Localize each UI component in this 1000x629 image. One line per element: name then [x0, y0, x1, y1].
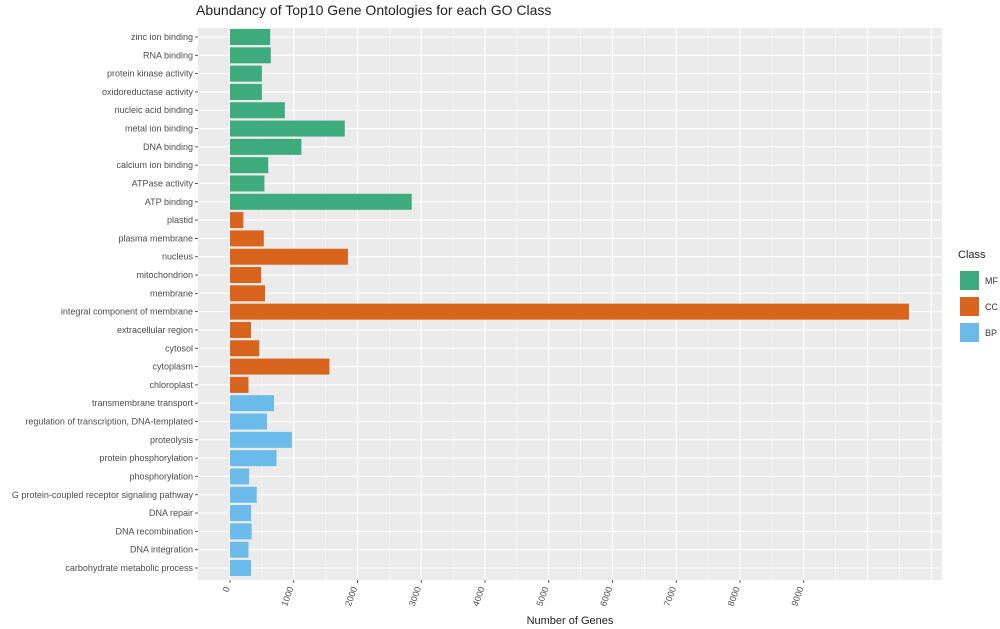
- y-tick-label: G protein-coupled receptor signaling pat…: [12, 490, 194, 500]
- y-tick-label: regulation of transcription, DNA-templat…: [25, 417, 193, 427]
- y-tick-label: proteolysis: [150, 435, 194, 445]
- bar-atpase-activity: [230, 175, 265, 192]
- x-tick-label: 1000: [279, 585, 295, 607]
- y-tick-label: nucleus: [162, 252, 194, 262]
- bar-plasma-membrane: [230, 230, 264, 247]
- y-axis-ticks: zinc ion binding RNA binding protein kinas…: [12, 32, 198, 573]
- bars: [230, 29, 909, 576]
- y-tick-label: zinc ion binding: [131, 32, 193, 42]
- y-tick-label: extracellular region: [117, 325, 193, 335]
- x-tick-label: 5000: [534, 585, 550, 607]
- x-tick-label: 6000: [598, 585, 614, 607]
- x-tick-label: 9000: [789, 585, 805, 607]
- x-axis-ticks: 0 1000 2000 3000 4000 5000 6000 7000 8000 9000: [221, 580, 806, 608]
- y-tick-label: RNA binding: [143, 50, 193, 60]
- bar-g-protein-coupled-receptor-signaling-pathway: [230, 486, 257, 503]
- y-tick-label: calcium ion binding: [116, 160, 193, 170]
- x-tick-label: 3000: [407, 585, 423, 607]
- y-tick-label: carbohydrate metabolic process: [65, 563, 193, 573]
- bar-carbohydrate-metabolic-process: [230, 559, 252, 576]
- legend-swatch-bp: [960, 323, 979, 342]
- bar-proteolysis: [230, 431, 292, 448]
- chart-title: Abundancy of Top10 Gene Ontologies for e…: [196, 2, 551, 18]
- y-tick-label: phosphorylation: [129, 471, 193, 481]
- y-tick-label: plasma membrane: [118, 233, 193, 243]
- bar-cytoplasm: [230, 358, 330, 375]
- bar-regulation-of-transcription-dna-templated: [230, 413, 267, 430]
- y-tick-label: metal ion binding: [125, 124, 193, 134]
- legend-swatch-cc: [960, 297, 979, 316]
- y-tick-label: protein kinase activity: [107, 69, 194, 79]
- y-tick-label: DNA recombination: [115, 526, 193, 536]
- bar-dna-recombination: [230, 523, 252, 540]
- bar-membrane: [230, 285, 266, 302]
- x-tick-label: 8000: [726, 585, 742, 607]
- x-tick-label: 7000: [662, 585, 678, 607]
- legend: Class MF CC BP: [958, 249, 998, 342]
- y-tick-label: cytoplasm: [152, 362, 193, 372]
- legend-title: Class: [958, 249, 986, 261]
- y-tick-label: DNA repair: [149, 508, 193, 518]
- y-tick-label: plastid: [167, 215, 193, 225]
- bar-metal-ion-binding: [230, 120, 345, 137]
- bar-dna-binding: [230, 138, 302, 155]
- x-tick-label: 2000: [343, 585, 359, 607]
- bar-protein-phosphorylation: [230, 450, 277, 467]
- bar-transmembrane-transport: [230, 395, 274, 412]
- bar-nucleus: [230, 248, 348, 265]
- y-tick-label: DNA integration: [130, 545, 193, 555]
- y-tick-label: ATP binding: [145, 197, 193, 207]
- bar-calcium-ion-binding: [230, 157, 269, 174]
- bar-mitochondrion: [230, 267, 262, 284]
- bar-integral-component-of-membrane: [230, 303, 909, 320]
- bar-plastid: [230, 212, 244, 229]
- y-tick-label: oxidoreductase activity: [102, 87, 194, 97]
- y-tick-label: transmembrane transport: [92, 398, 194, 408]
- x-tick-label: 0: [221, 585, 232, 593]
- bar-zinc-ion-binding: [230, 29, 271, 45]
- bar-phosphorylation: [230, 468, 250, 485]
- bar-atp-binding: [230, 193, 412, 210]
- bar-nucleic-acid-binding: [230, 102, 285, 119]
- bar-oxidoreductase-activity: [230, 83, 262, 100]
- legend-swatch-mf: [960, 271, 979, 290]
- x-tick-label: 4000: [471, 585, 487, 607]
- y-tick-label: mitochondrion: [136, 270, 193, 280]
- y-tick-label: nucleic acid binding: [114, 105, 193, 115]
- y-tick-label: membrane: [150, 288, 193, 298]
- bar-extracellular-region: [230, 321, 252, 338]
- y-tick-label: ATPase activity: [132, 178, 194, 188]
- y-tick-label: protein phosphorylation: [99, 453, 193, 463]
- y-tick-label: DNA binding: [143, 142, 193, 152]
- y-tick-label: integral component of membrane: [61, 307, 193, 317]
- bar-dna-integration: [230, 541, 249, 558]
- bar-rna-binding: [230, 47, 271, 64]
- bar-chloroplast: [230, 376, 249, 393]
- legend-label-mf: MF: [985, 276, 998, 286]
- bar-protein-kinase-activity: [230, 65, 262, 82]
- y-tick-label: chloroplast: [149, 380, 193, 390]
- y-tick-label: cytosol: [165, 343, 193, 353]
- x-axis-label: Number of Genes: [527, 615, 614, 627]
- legend-label-bp: BP: [985, 328, 997, 338]
- bar-cytosol: [230, 340, 260, 357]
- bar-dna-repair: [230, 505, 252, 522]
- legend-label-cc: CC: [985, 302, 998, 312]
